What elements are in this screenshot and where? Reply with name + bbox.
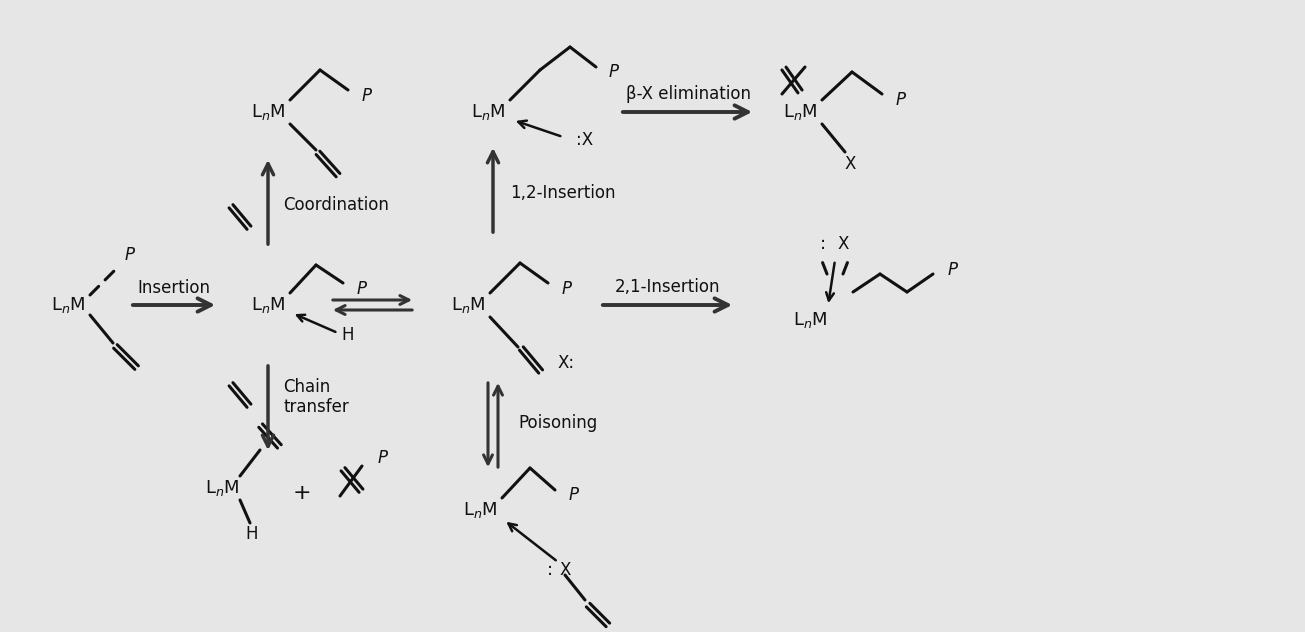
Text: $P$: $P$ <box>561 280 573 298</box>
Text: $P$: $P$ <box>895 91 907 109</box>
Text: X: X <box>838 235 848 253</box>
Text: :: : <box>820 235 826 253</box>
Text: L$_n$M: L$_n$M <box>251 102 286 122</box>
Text: Coordination: Coordination <box>283 196 389 214</box>
Text: Insertion: Insertion <box>137 279 210 297</box>
Text: L$_n$M: L$_n$M <box>51 295 85 315</box>
Text: :: : <box>547 561 553 579</box>
Text: β-X elimination: β-X elimination <box>625 85 750 103</box>
Text: +: + <box>292 483 312 503</box>
Text: L$_n$M: L$_n$M <box>251 295 286 315</box>
Text: L$_n$M: L$_n$M <box>205 478 239 498</box>
Text: 2,1-Insertion: 2,1-Insertion <box>615 278 720 296</box>
Text: :X: :X <box>576 131 594 149</box>
Text: Chain
transfer: Chain transfer <box>283 377 348 416</box>
Text: $P$: $P$ <box>568 486 579 504</box>
Text: H: H <box>342 326 354 344</box>
Text: L$_n$M: L$_n$M <box>783 102 817 122</box>
Text: $P$: $P$ <box>361 87 373 105</box>
Text: X: X <box>560 561 570 579</box>
Text: L$_n$M: L$_n$M <box>463 500 497 520</box>
Text: $P$: $P$ <box>356 280 368 298</box>
Text: $P$: $P$ <box>947 261 959 279</box>
Text: X: X <box>844 155 856 173</box>
Text: L$_n$M: L$_n$M <box>471 102 505 122</box>
Text: X:: X: <box>559 354 576 372</box>
Text: $P$: $P$ <box>377 449 389 467</box>
Text: L$_n$M: L$_n$M <box>450 295 485 315</box>
Text: H: H <box>245 525 258 543</box>
Text: L$_n$M: L$_n$M <box>792 310 827 330</box>
Text: $P$: $P$ <box>608 63 620 81</box>
Text: $P$: $P$ <box>124 246 136 264</box>
Text: Poisoning: Poisoning <box>518 414 598 432</box>
Text: 1,2-Insertion: 1,2-Insertion <box>510 184 616 202</box>
